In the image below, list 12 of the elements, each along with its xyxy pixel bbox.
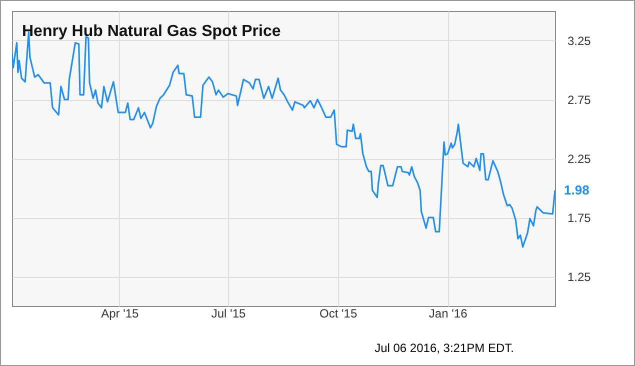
y-tick-label: 2.25 [568, 152, 592, 166]
y-tick-label: 2.75 [568, 93, 592, 107]
annotation: 1.98 [564, 182, 590, 198]
x-tick-label: Oct '15 [319, 306, 358, 320]
y-tick-label: 3.25 [568, 34, 592, 48]
x-tick-label: Jul '15 [211, 306, 246, 320]
text: Jul 06 2016, 3:21PM EDT. [374, 341, 514, 355]
x-tick-label: Jan '16 [428, 306, 468, 320]
y-tick-label: 1.75 [568, 211, 592, 225]
text: Henry Hub Natural Gas Spot Price [22, 23, 281, 40]
x-tick-label: Apr '15 [101, 306, 140, 320]
y-tick-label: 1.25 [568, 270, 592, 284]
